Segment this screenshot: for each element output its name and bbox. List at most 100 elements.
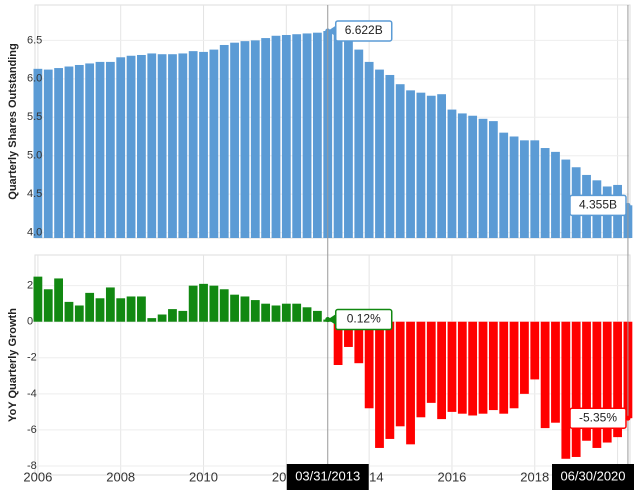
bar: [240, 41, 250, 239]
bar: [230, 294, 239, 322]
bar: [33, 276, 43, 322]
bar: [116, 298, 126, 322]
bar: [540, 321, 550, 429]
bar: [219, 44, 229, 238]
y-tick-label: 5.5: [27, 111, 42, 123]
bar: [302, 307, 312, 322]
y-tick-label: -6: [27, 424, 37, 436]
bar: [302, 33, 312, 238]
annotation-label: 0.12%: [347, 312, 381, 326]
bar: [312, 32, 322, 238]
bar: [385, 74, 395, 238]
annotation-box: [334, 308, 393, 331]
bar: [54, 278, 64, 322]
y-tick-label: 6.0: [27, 73, 42, 85]
bar: [333, 321, 343, 365]
bar: [95, 61, 105, 238]
y-tick-label: 5.0: [27, 150, 42, 162]
bar: [137, 54, 146, 239]
bar: [33, 68, 43, 239]
annotation-label: -5.35%: [579, 410, 617, 424]
bar: [292, 303, 302, 322]
x-tick-label: 2018: [520, 469, 549, 484]
bar: [551, 151, 560, 238]
bar: [520, 321, 529, 394]
bar: [530, 321, 540, 380]
bar: [468, 115, 478, 238]
bar: [416, 92, 426, 239]
annotation-label: 4.355B: [579, 197, 617, 211]
bar: [219, 289, 229, 322]
bar: [157, 314, 167, 322]
bar: [457, 321, 467, 414]
y-tick-label: 4.0: [27, 227, 42, 239]
bar: [582, 321, 591, 441]
bar: [64, 301, 74, 322]
bar: [240, 296, 250, 322]
bar: [375, 321, 384, 448]
bar: [281, 34, 291, 239]
bar: [488, 321, 498, 411]
bar: [509, 136, 519, 238]
bar: [478, 118, 488, 238]
bar: [457, 113, 467, 238]
bar: [188, 51, 198, 239]
bar: [271, 305, 281, 322]
bar: [178, 53, 188, 239]
bar: [354, 49, 364, 238]
bar: [447, 321, 457, 412]
bar: [478, 321, 488, 414]
x-tick-label: 2008: [106, 469, 135, 484]
y-tick-label: 0: [27, 316, 33, 328]
bar: [406, 90, 415, 238]
bar: [168, 54, 177, 238]
bar: [509, 321, 519, 409]
bar: [561, 159, 571, 238]
bar: [354, 321, 364, 364]
bar: [364, 321, 374, 409]
bar: [416, 321, 426, 418]
bar: [530, 140, 540, 238]
y-tick-label: 4.5: [27, 188, 42, 200]
y-tick-label: -4: [27, 388, 37, 400]
y-tick-label: -2: [27, 352, 37, 364]
annotation-dot: [325, 317, 331, 323]
bar: [250, 300, 260, 322]
y-axis-title: Quarterly Shares Outstanding: [7, 43, 19, 199]
bar: [344, 38, 353, 238]
bar: [116, 57, 126, 238]
bar: [105, 61, 115, 238]
bar: [261, 303, 271, 322]
bar: [85, 63, 95, 238]
annotation-box: [334, 20, 393, 42]
bar: [250, 40, 260, 238]
bar: [209, 285, 219, 322]
bar: [199, 283, 208, 322]
bar: [488, 121, 498, 238]
bar: [385, 321, 395, 439]
bar: [178, 310, 188, 322]
bar: [426, 321, 436, 403]
bar: [499, 321, 509, 414]
annotation-pointer: [327, 313, 337, 326]
bar: [426, 95, 436, 238]
annotation-dot: [625, 415, 631, 421]
bar: [168, 309, 177, 322]
bar: [74, 64, 84, 239]
bar: [395, 84, 405, 238]
x-tick-label: 2016: [437, 469, 466, 484]
bar: [64, 66, 74, 238]
bar: [126, 296, 136, 322]
bar: [43, 69, 53, 239]
bar: [74, 305, 84, 322]
bar: [54, 68, 64, 238]
y-tick-label: -8: [27, 460, 37, 472]
bar: [312, 310, 322, 322]
bar: [468, 321, 478, 416]
y-tick-label: 6.5: [27, 34, 42, 46]
bar: [281, 303, 291, 322]
bar: [602, 321, 612, 443]
bar: [261, 38, 271, 238]
bar: [126, 55, 136, 239]
